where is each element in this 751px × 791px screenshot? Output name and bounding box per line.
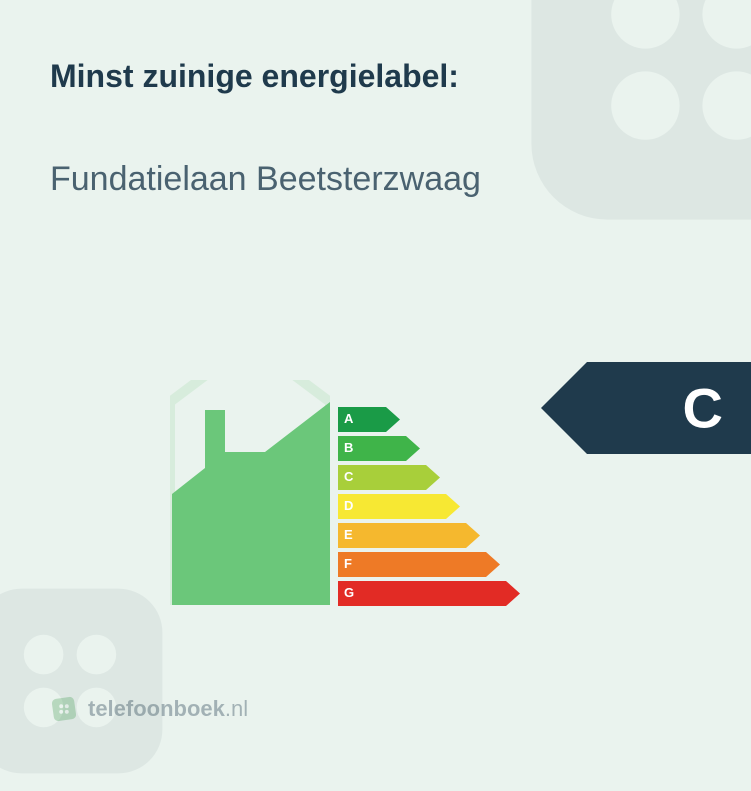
rating-badge: C — [541, 362, 751, 454]
footer-light: .nl — [225, 696, 248, 721]
footer-bold: telefoonboek — [88, 696, 225, 721]
footer-brand: telefoonboek.nl — [50, 695, 248, 723]
energy-bar-label: C — [344, 469, 353, 484]
energy-bar-label: B — [344, 440, 353, 455]
energy-bar-label: A — [344, 411, 353, 426]
page-title: Minst zuinige energielabel: — [50, 58, 459, 95]
watermark-bottom-icon — [0, 571, 180, 791]
house-icon — [170, 380, 330, 605]
watermark-top-icon — [501, 0, 751, 250]
energy-label-chart: ABCDEFG — [170, 380, 590, 620]
footer-logo-icon — [50, 695, 78, 723]
energy-bar-label: D — [344, 498, 353, 513]
energy-bar-label: E — [344, 527, 353, 542]
energy-bar-label: F — [344, 556, 352, 571]
energy-bar-label: G — [344, 585, 354, 600]
rating-letter: C — [683, 376, 723, 441]
page-subtitle: Fundatielaan Beetsterzwaag — [50, 160, 481, 199]
footer-text: telefoonboek.nl — [88, 696, 248, 722]
